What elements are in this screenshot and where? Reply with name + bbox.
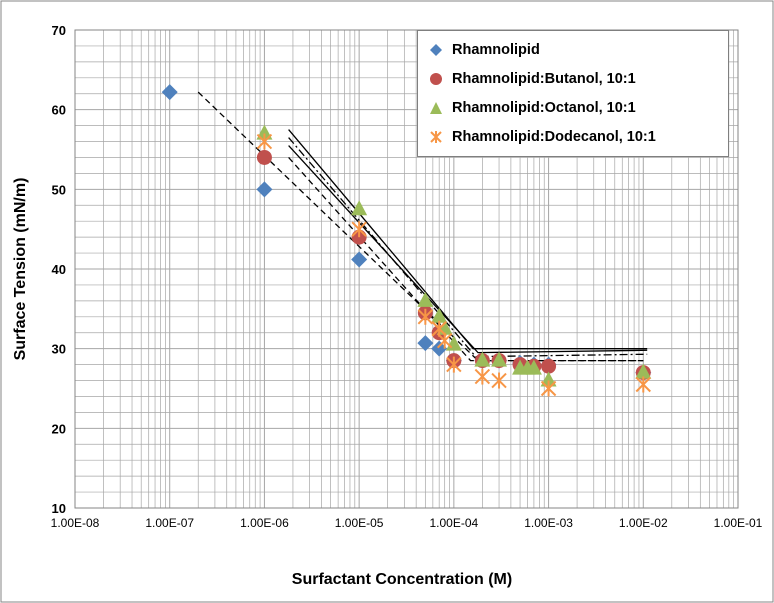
y-tick-label: 20 [52,421,66,436]
y-tick-label: 60 [52,103,66,118]
data-point-asterisk [491,372,507,389]
legend: Rhamnolipid Rhamnolipid:Butanol, 10:1 Rh… [417,30,729,157]
data-point-triangle [256,124,273,140]
circle-marker-icon [430,73,442,85]
trendline [288,157,644,362]
asterisk-marker-icon [430,131,442,143]
data-markers [161,84,652,397]
data-point-asterisk [351,221,367,238]
data-point-triangle [540,371,557,387]
y-tick-label: 70 [52,23,66,38]
legend-item-octanol: Rhamnolipid:Octanol, 10:1 [428,97,636,119]
data-point-asterisk [417,308,434,325]
data-point-triangle [417,291,434,307]
data-point-asterisk [256,133,273,150]
tick-labels: 1.00E-08 1.00E-07 1.00E-06 1.00E-05 1.00E-04… [51,23,763,530]
y-tick-label: 40 [52,262,66,277]
triangle-marker-icon [430,102,442,114]
x-axis-title: Surfactant Concentration (M) [292,571,512,588]
x-tick-label: 1.00E-06 [240,516,289,530]
y-tick-label: 50 [52,182,66,197]
legend-item-rhamnolipid: Rhamnolipid [428,39,540,61]
data-point-asterisk [436,332,453,349]
data-point-circle [541,358,557,374]
data-point-diamond [256,181,273,198]
trendline [288,137,648,358]
x-tick-label: 1.00E-03 [524,516,573,530]
y-tick-label: 30 [52,342,66,357]
data-point-asterisk [446,356,462,373]
x-tick-label: 1.00E-04 [430,516,479,530]
legend-item-dodecanol: Rhamnolipid:Dodecanol, 10:1 [428,126,656,148]
data-point-diamond [351,251,368,268]
trendline [288,129,648,350]
plot-area-border [74,29,739,509]
x-tick-label: 1.00E-01 [714,516,763,530]
legend-label: Rhamnolipid:Dodecanol, 10:1 [452,129,656,145]
legend-item-butanol: Rhamnolipid:Butanol, 10:1 [428,68,636,90]
data-point-diamond [161,84,178,101]
data-point-triangle [491,351,508,367]
x-tick-label: 1.00E-08 [51,516,100,530]
data-point-asterisk [474,368,491,385]
data-point-asterisk [635,376,651,393]
data-point-triangle [474,351,491,367]
x-tick-label: 1.00E-05 [335,516,384,530]
data-point-triangle [635,363,652,379]
x-tick-label: 1.00E-02 [619,516,668,530]
data-point-diamond [417,335,434,352]
data-point-triangle [525,359,542,375]
x-tick-label: 1.00E-07 [145,516,194,530]
data-point-circle [256,149,272,165]
y-axis-title: Surface Tension (mN/m) [12,178,29,361]
legend-label: Rhamnolipid:Butanol, 10:1 [452,71,636,87]
legend-label: Rhamnolipid [452,42,540,58]
diamond-marker-icon [430,44,442,56]
data-point-diamond [431,340,448,357]
data-point-triangle [351,200,368,216]
y-tick-label: 10 [52,501,66,516]
data-point-asterisk [540,380,557,397]
legend-label: Rhamnolipid:Octanol, 10:1 [452,100,636,116]
data-point-triangle [431,307,448,323]
